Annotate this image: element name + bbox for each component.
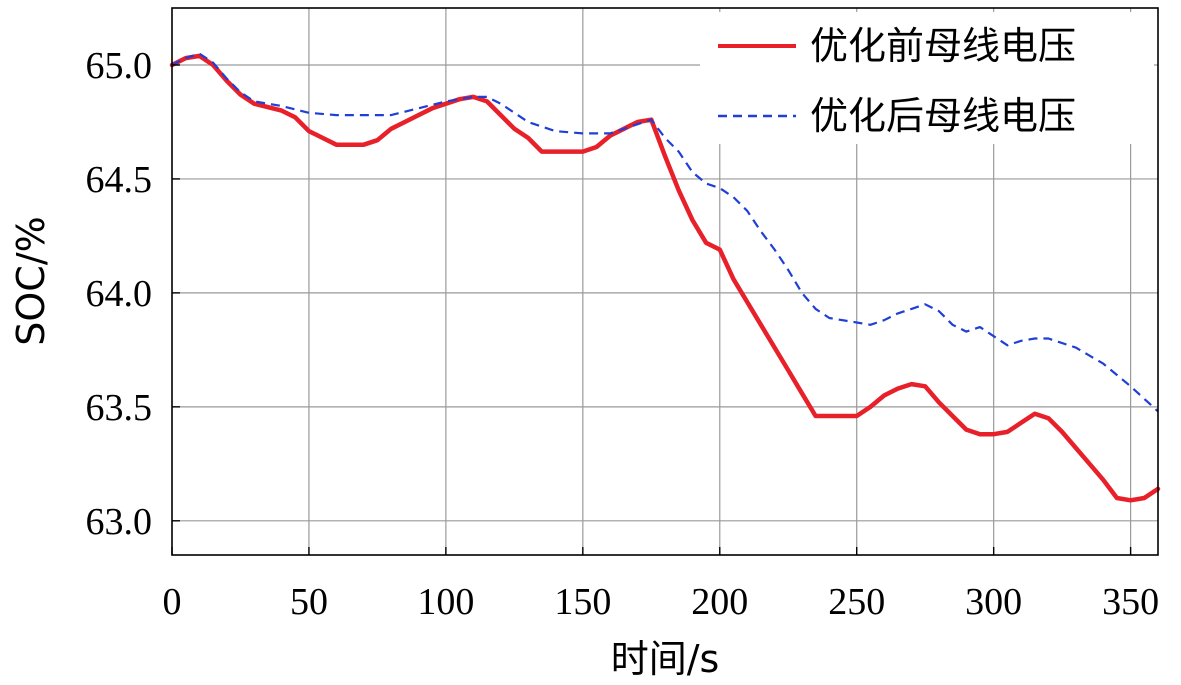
y-tick-label: 64.0 <box>86 273 153 315</box>
x-tick-label: 50 <box>290 581 328 623</box>
series-layer <box>169 52 1161 503</box>
x-tick-label: 300 <box>965 581 1022 623</box>
x-axis-label: 时间/s <box>611 637 720 681</box>
x-tick-label: 250 <box>828 581 885 623</box>
series-line-2 <box>171 52 1159 413</box>
x-axis-ticks: 0 50 100 150 200 250 300 350 <box>163 547 1159 623</box>
y-axis-ticks: 63.0 63.5 64.0 64.5 65.0 <box>86 45 180 543</box>
x-tick-label: 200 <box>691 581 748 623</box>
x-tick-label: 100 <box>417 581 474 623</box>
x-tick-label: 150 <box>554 581 611 623</box>
y-tick-label: 63.0 <box>86 501 153 543</box>
y-tick-label: 64.5 <box>86 159 153 201</box>
series-line-1 <box>169 53 1161 503</box>
y-tick-label: 65.0 <box>86 45 153 87</box>
legend-background <box>700 12 1154 144</box>
y-tick-label: 63.5 <box>86 387 153 429</box>
y-axis-label: SOC/% <box>9 216 53 345</box>
legend-label-1: 优化前母线电压 <box>810 24 1076 68</box>
x-tick-label: 350 <box>1102 581 1159 623</box>
x-tick-label: 0 <box>163 581 182 623</box>
plot-frame <box>171 7 1159 556</box>
legend-label-2: 优化后母线电压 <box>810 94 1076 138</box>
